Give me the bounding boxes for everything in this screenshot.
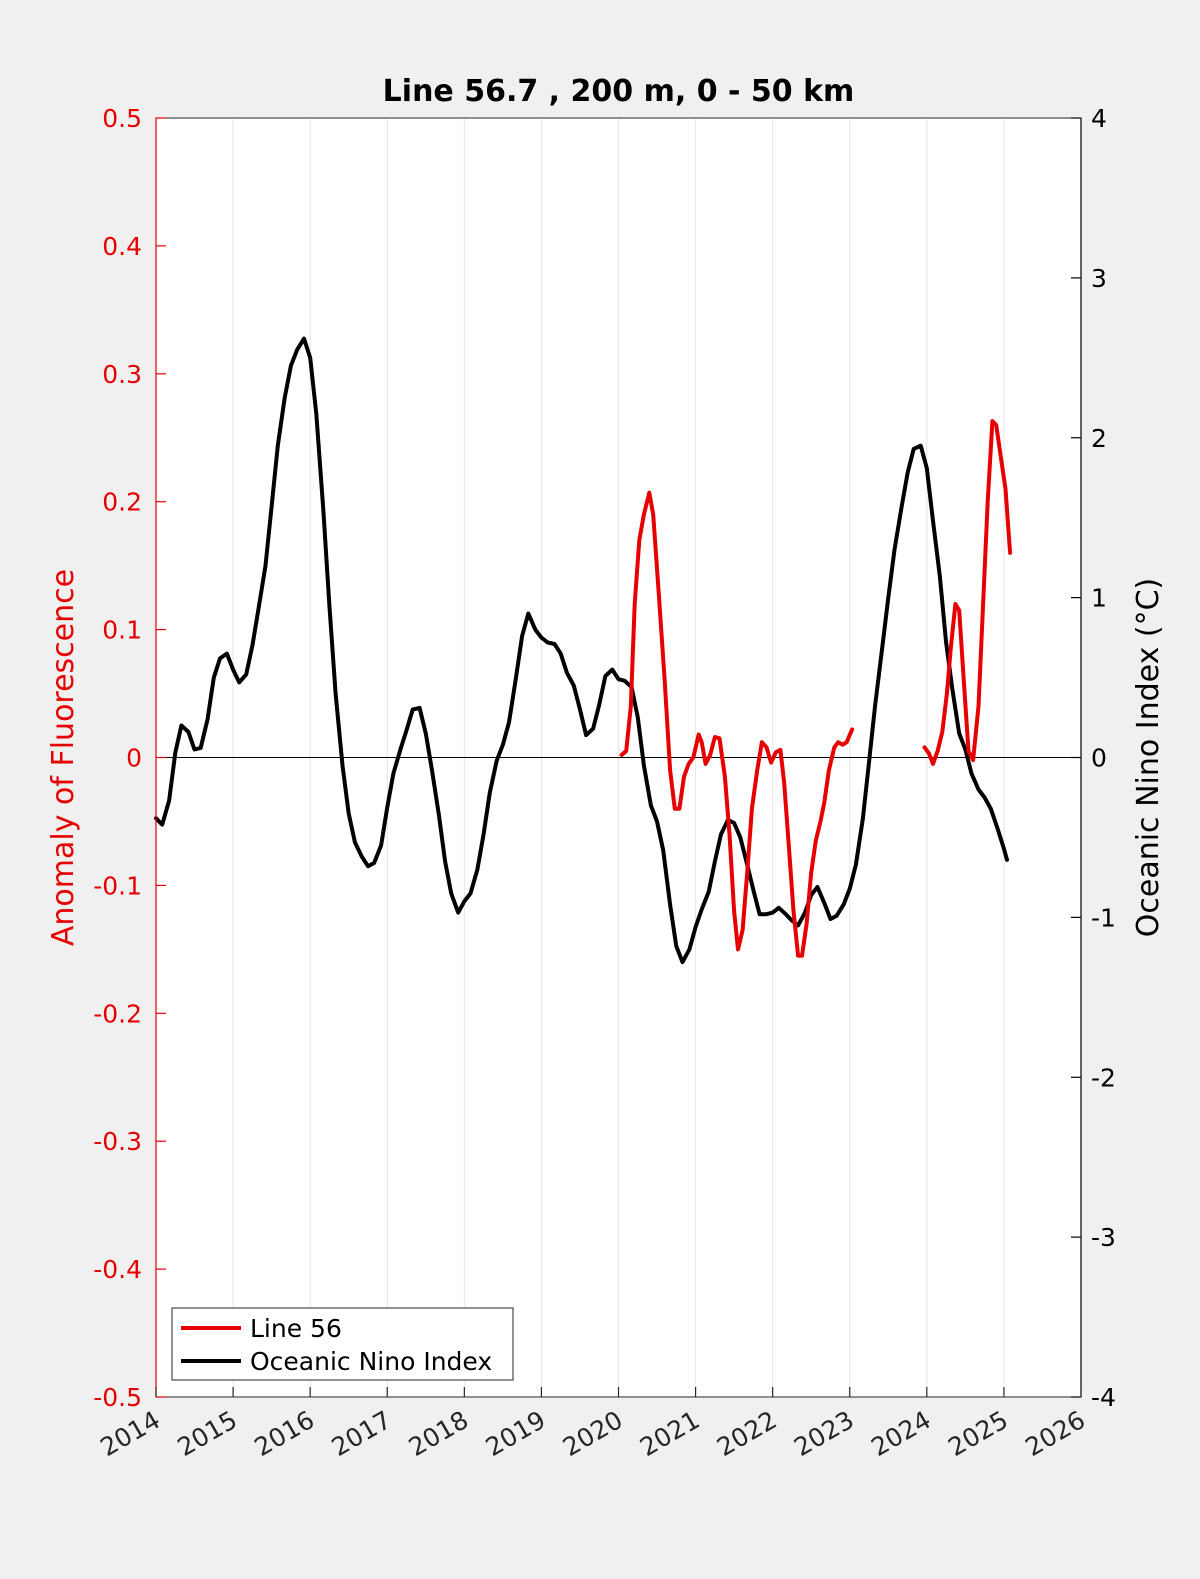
right-axis: -4 -3 -2 -1 0 1 2 3 4 — [1071, 104, 1116, 1412]
left-axis: -0.5 -0.4 -0.3 -0.2 -0.1 0 0.1 0.2 0.3 0.4 0.5 — [93, 104, 166, 1412]
legend-label-oni: Oceanic Nino Index — [250, 1347, 492, 1376]
legend-box — [171, 1307, 514, 1381]
left-axis-tick-label: -0.5 — [93, 1383, 142, 1412]
left-axis-tick-label: -0.2 — [93, 999, 142, 1028]
right-axis-tick-label: 2 — [1091, 424, 1107, 453]
left-axis-tick-label: -0.4 — [93, 1255, 142, 1284]
left-axis-tick-label: -0.3 — [93, 1127, 142, 1156]
right-axis-tick-label: -1 — [1091, 903, 1116, 932]
left-axis-tick-label: 0.3 — [102, 360, 142, 389]
right-axis-tick-label: 3 — [1091, 264, 1107, 293]
right-axis-tick-label: 1 — [1091, 584, 1107, 613]
right-axis-tick-label: -4 — [1091, 1383, 1116, 1412]
left-axis-tick-label: 0.4 — [102, 232, 142, 261]
legend-label-line-56: Line 56 — [250, 1314, 342, 1343]
right-axis-tick-label: 4 — [1091, 104, 1107, 133]
y-axis-label-left: Anomaly of Fluorescence — [46, 569, 81, 946]
left-axis-tick-label: 0.1 — [102, 616, 142, 645]
line-56-series-line-0 — [619, 490, 855, 958]
right-axis-tick-label: 0 — [1091, 744, 1107, 773]
y-axis-label-right: Oceanic Nino Index (°C) — [1131, 578, 1166, 938]
right-axis-tick-label: -2 — [1091, 1063, 1116, 1092]
right-axis-tick-label: -3 — [1091, 1223, 1116, 1252]
legend: Line 56 Oceanic Nino Index — [171, 1307, 514, 1381]
left-axis-tick-label: -0.1 — [93, 871, 142, 900]
oni-series-line-0 — [154, 336, 1009, 965]
line-56-series-line-1 — [922, 419, 1013, 766]
chart-title: Line 56.7 , 200 m, 0 - 50 km — [383, 74, 855, 109]
left-axis-tick-label: 0.2 — [102, 488, 142, 517]
left-axis-tick-label: 0.5 — [102, 104, 142, 133]
left-axis-tick-label: 0 — [126, 744, 142, 773]
series-layer — [154, 336, 1013, 965]
